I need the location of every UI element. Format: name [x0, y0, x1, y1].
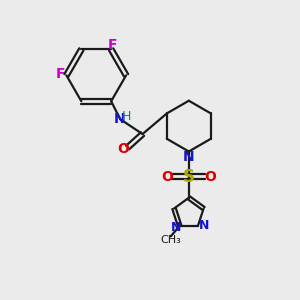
Text: S: S — [183, 168, 195, 186]
Text: O: O — [117, 142, 129, 156]
Text: N: N — [114, 112, 125, 126]
Text: O: O — [161, 170, 173, 184]
Text: CH₃: CH₃ — [160, 235, 181, 245]
Text: H: H — [122, 110, 131, 123]
Text: O: O — [205, 170, 217, 184]
Text: N: N — [199, 219, 210, 232]
Text: N: N — [171, 221, 181, 234]
Text: F: F — [56, 67, 65, 81]
Text: N: N — [183, 150, 195, 164]
Text: F: F — [108, 38, 117, 52]
